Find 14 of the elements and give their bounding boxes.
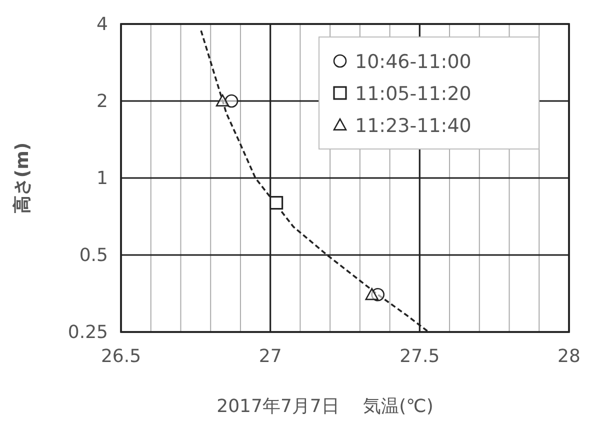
legend-label: 10:46-11:00 <box>355 51 472 73</box>
x-tick-label: 27.5 <box>400 346 440 367</box>
x-tick-label: 26.5 <box>100 346 142 367</box>
legend-label: 11:05-11:20 <box>355 83 472 105</box>
y-tick-label: 0.25 <box>68 322 108 343</box>
x-axis-title: 2017年7月7日 気温(℃) <box>216 396 434 417</box>
y-tick-label: 4 <box>96 14 108 35</box>
y-tick-label: 0.5 <box>79 245 108 266</box>
legend-label: 11:23-11:40 <box>355 115 472 137</box>
x-tick-label: 28 <box>558 346 580 367</box>
y-tick-label: 1 <box>96 168 108 189</box>
x-tick-label: 27 <box>258 346 282 367</box>
y-axis-title: 高さ(m) <box>12 142 33 214</box>
y-tick-label: 2 <box>96 91 108 112</box>
